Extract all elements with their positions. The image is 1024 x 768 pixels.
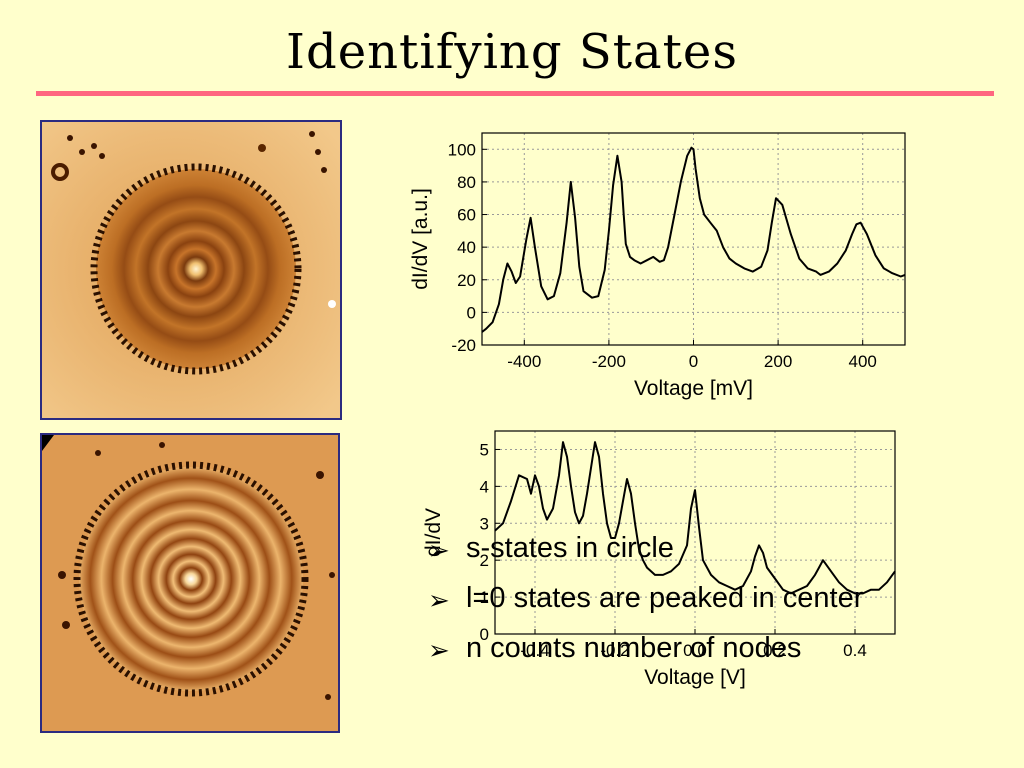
arrow-bullet-icon: ➢ — [428, 636, 450, 666]
y-tick-label: 0 — [467, 303, 476, 322]
y-tick-label: 20 — [457, 271, 476, 290]
x-axis-label: Voltage [V] — [644, 666, 746, 689]
y-axis-label: dI/dV [a.u.] — [409, 188, 432, 290]
x-tick-label: 0.2 — [763, 641, 787, 660]
arrow-bullet-icon: ➢ — [428, 586, 450, 616]
bullet-item: ➢ l=0 states are peaked in center — [428, 582, 988, 632]
y-tick-label: -20 — [451, 336, 476, 355]
x-tick-label: -200 — [592, 352, 626, 371]
y-axis-label: dI/dV — [422, 508, 445, 557]
x-tick-label: -0.4 — [520, 641, 549, 660]
bullet-text: s-states in circle — [466, 532, 674, 564]
x-tick-label: -0.2 — [600, 641, 629, 660]
bullet-item: ➢ n counts number of nodes — [428, 632, 988, 682]
y-tick-label: 100 — [448, 140, 476, 159]
x-tick-label: -400 — [507, 352, 541, 371]
y-tick-label: 60 — [457, 206, 476, 225]
stm-topograph-icon — [42, 122, 340, 418]
y-tick-label: 4 — [480, 477, 489, 496]
chart-didv-v: -0.4 -0.2 0.0 0.2 0.4 0 1 2 3 4 5 Voltage [V] dI/dV — [422, 430, 896, 689]
x-tick-label: 0 — [689, 352, 698, 371]
stm-image-quantum-corral-large — [40, 433, 340, 733]
y-tick-label: 2 — [480, 551, 489, 570]
series-line — [494, 441, 896, 595]
bullet-text: n counts number of nodes — [466, 632, 802, 664]
arrow-bullet-icon: ➢ — [428, 536, 450, 566]
stm-topograph-icon — [42, 435, 338, 731]
y-tick-label: 5 — [480, 440, 489, 459]
series-line — [481, 146, 906, 333]
bullet-list: ➢ s-states in circle ➢ l=0 states are pe… — [428, 532, 988, 682]
x-axis-label: Voltage [mV] — [634, 377, 753, 400]
slide-title: Identifying States — [286, 24, 738, 80]
title-underline — [36, 91, 994, 96]
x-tick-label: 0.0 — [683, 641, 707, 660]
y-tick-label: 40 — [457, 238, 476, 257]
bullet-item: ➢ s-states in circle — [428, 532, 988, 582]
y-tick-label: 3 — [480, 514, 489, 533]
y-tick-label: 1 — [480, 588, 489, 607]
plot-frame — [481, 132, 906, 346]
x-tick-label: 0.4 — [843, 641, 867, 660]
stm-image-quantum-corral-small — [40, 120, 342, 420]
bullet-text: l=0 states are peaked in center — [466, 582, 864, 614]
plot-frame — [494, 430, 896, 635]
y-tick-label: 80 — [457, 173, 476, 192]
x-tick-label: 200 — [764, 352, 792, 371]
x-tick-label: 400 — [849, 352, 877, 371]
y-tick-label: 0 — [480, 625, 489, 644]
